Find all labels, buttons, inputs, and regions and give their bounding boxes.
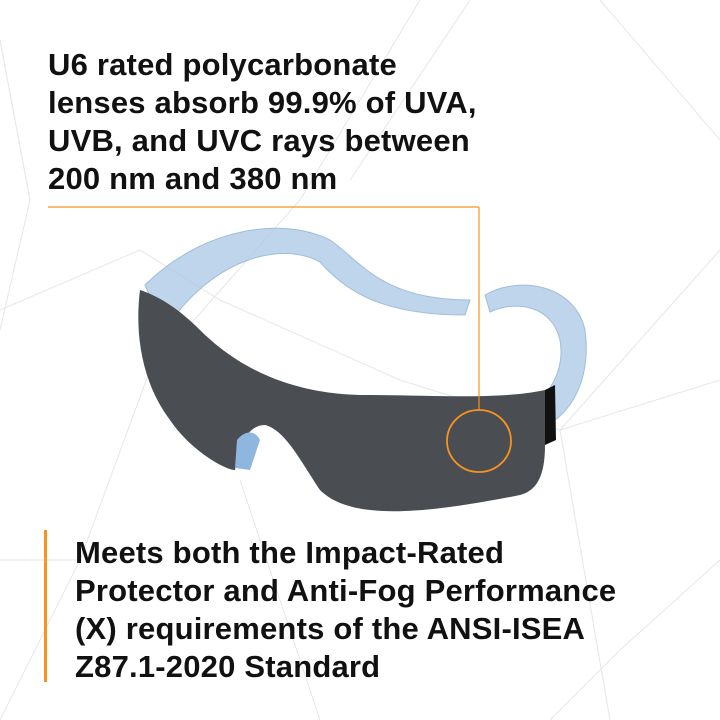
callout-line: Protector and Anti-Fog Performance <box>75 573 617 608</box>
nose-pad <box>235 432 260 470</box>
left-temple <box>144 227 471 332</box>
uv-protection-callout: U6 rated polycarbonate lenses absorb 99.… <box>48 46 477 198</box>
callout-line: UVB, and UVC rays between <box>48 123 470 158</box>
callout-line: 200 nm and 380 nm <box>48 161 338 196</box>
callout-line: Meets both the Impact-Rated <box>75 535 505 570</box>
lens <box>138 290 545 512</box>
callout-line: (X) requirements of the ANSI-ISEA <box>75 611 586 646</box>
callout-line: Z87.1-2020 Standard <box>75 649 381 684</box>
ansi-standard-callout: Meets both the Impact-Rated Protector an… <box>75 534 616 686</box>
callout-line: lenses absorb 99.9% of UVA, <box>48 85 477 120</box>
callout-line: U6 rated polycarbonate <box>48 47 397 82</box>
accent-bar <box>44 530 47 682</box>
callout-pointer <box>48 206 512 473</box>
right-hinge <box>545 385 556 445</box>
